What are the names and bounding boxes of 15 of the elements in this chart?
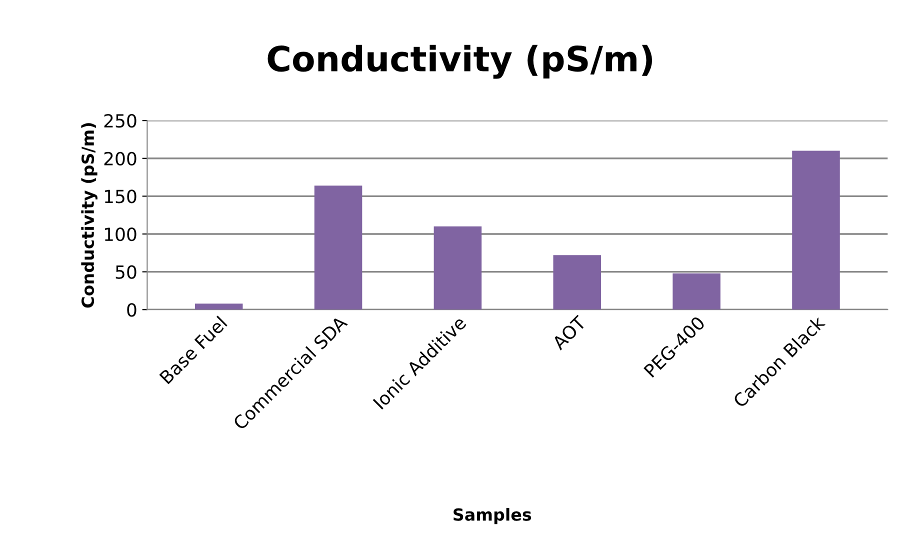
chart-title: Conductivity (pS/m): [268, 44, 652, 79]
bar: [194, 304, 243, 310]
bar: [553, 255, 602, 310]
y-tick-label: 0: [127, 303, 136, 317]
y-tick-label: 250: [104, 114, 136, 128]
y-tick-label: 100: [104, 227, 136, 242]
bar: [792, 150, 840, 310]
x-axis-title: Samples: [454, 508, 532, 524]
y-tick-label: 150: [104, 190, 136, 204]
bar: [672, 273, 720, 310]
y-tick-label: 50: [116, 265, 136, 279]
y-axis-title: Conductivity (pS/m): [81, 123, 98, 308]
bar: [434, 226, 482, 310]
y-tick-label: 200: [104, 152, 136, 166]
bar: [314, 186, 362, 310]
